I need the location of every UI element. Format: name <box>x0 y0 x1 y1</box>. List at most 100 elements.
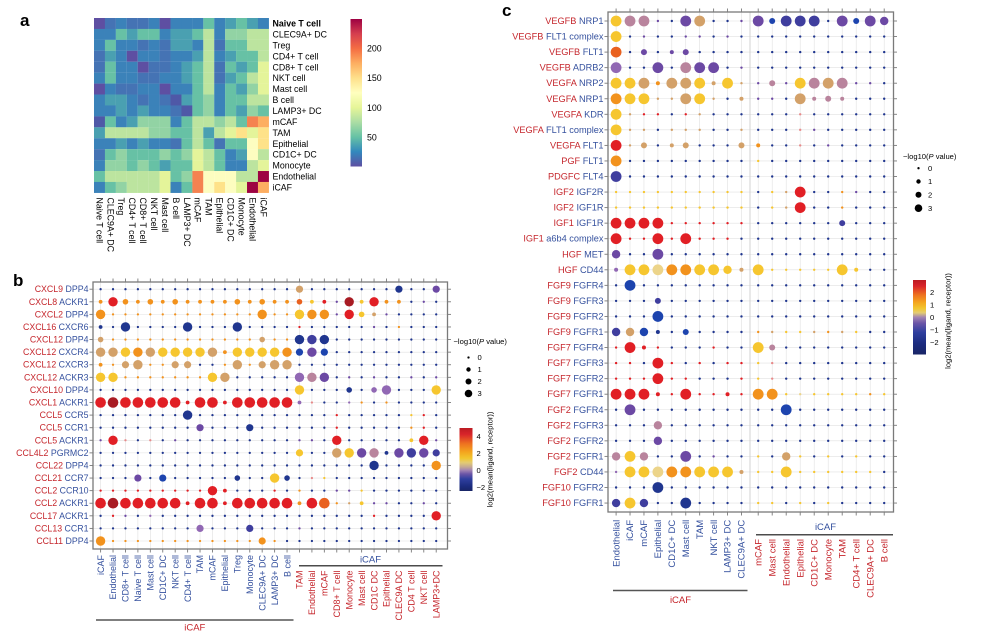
svg-text:1: 1 <box>928 177 932 186</box>
svg-text:CCL5 CCR5: CCL5 CCR5 <box>40 410 89 420</box>
svg-text:CD4+ T cell: CD4+ T cell <box>273 51 319 61</box>
svg-text:−2: −2 <box>930 338 939 347</box>
svg-text:TAM: TAM <box>695 520 706 539</box>
svg-text:Endothelial: Endothelial <box>247 198 257 242</box>
svg-text:CD1C+ DC: CD1C+ DC <box>226 198 236 243</box>
svg-text:CCL4L2 PGRMC2: CCL4L2 PGRMC2 <box>16 448 88 458</box>
svg-text:FGF7 FGFR3: FGF7 FGFR3 <box>547 358 603 368</box>
svg-text:TAM: TAM <box>295 571 305 589</box>
svg-text:3: 3 <box>478 389 482 398</box>
svg-text:IGF1 a6b4 complex: IGF1 a6b4 complex <box>523 234 604 244</box>
svg-text:Naive T cell: Naive T cell <box>133 555 143 602</box>
svg-text:CCL22 DPP4: CCL22 DPP4 <box>36 460 89 470</box>
svg-text:CCL21 CCR7: CCL21 CCR7 <box>35 473 89 483</box>
svg-text:TAM: TAM <box>195 555 205 573</box>
svg-text:Epithelial: Epithelial <box>795 539 806 578</box>
svg-text:FGF7 FGFR2: FGF7 FGFR2 <box>547 374 603 384</box>
svg-text:CCL17 ACKR1: CCL17 ACKR1 <box>30 511 89 521</box>
svg-text:Mast cell: Mast cell <box>273 84 308 94</box>
svg-text:0: 0 <box>930 313 934 322</box>
svg-text:CLEC9A+ DC: CLEC9A+ DC <box>257 555 267 611</box>
svg-text:Naive T cell: Naive T cell <box>273 19 321 29</box>
svg-text:Mast cell: Mast cell <box>767 539 778 576</box>
svg-text:iCAF: iCAF <box>670 595 691 606</box>
svg-text:TAM: TAM <box>273 128 291 138</box>
svg-text:2: 2 <box>478 377 482 386</box>
svg-text:CLEC9A+ DC: CLEC9A+ DC <box>865 539 876 598</box>
svg-text:CD4+ T cell: CD4+ T cell <box>183 555 193 602</box>
svg-text:mCAF: mCAF <box>753 539 764 566</box>
svg-text:FGF10 FGFR1: FGF10 FGFR1 <box>542 498 603 508</box>
svg-text:NKT cell: NKT cell <box>273 73 306 83</box>
svg-text:CD4+ T cell: CD4+ T cell <box>127 198 137 244</box>
svg-text:Endothelial: Endothelial <box>108 555 118 600</box>
svg-text:Treg: Treg <box>233 555 243 573</box>
svg-text:LAMP3+ DC: LAMP3+ DC <box>270 555 280 606</box>
svg-text:CD4+ T cell: CD4+ T cell <box>851 539 862 589</box>
svg-text:LAMP3+ DC: LAMP3+ DC <box>723 520 734 573</box>
svg-text:iCAF: iCAF <box>273 183 293 193</box>
svg-text:iCAF: iCAF <box>184 623 205 634</box>
svg-text:FGF2 CD44: FGF2 CD44 <box>554 467 604 477</box>
svg-text:−2: −2 <box>477 483 486 492</box>
svg-text:mCAF: mCAF <box>208 555 218 581</box>
svg-text:3: 3 <box>928 204 932 213</box>
svg-text:−log10(P value): −log10(P value) <box>903 152 957 161</box>
svg-text:CXCL10 DPP4: CXCL10 DPP4 <box>30 385 89 395</box>
svg-text:0: 0 <box>478 353 482 362</box>
svg-text:CD1C+ DC: CD1C+ DC <box>158 555 168 601</box>
svg-text:2: 2 <box>928 190 932 199</box>
svg-text:a: a <box>20 11 30 30</box>
svg-text:−1: −1 <box>930 325 939 334</box>
svg-text:IGF2 IGF2R: IGF2 IGF2R <box>553 187 603 197</box>
svg-text:CCL5 ACKR1: CCL5 ACKR1 <box>35 435 89 445</box>
svg-text:log2(mean(ligand, receptor)): log2(mean(ligand, receptor)) <box>944 273 953 369</box>
svg-text:VEGFA FLT1 complex: VEGFA FLT1 complex <box>513 125 604 135</box>
svg-text:Monocyte: Monocyte <box>344 571 354 610</box>
svg-text:CD8+ T cell: CD8+ T cell <box>273 62 319 72</box>
svg-text:CCL11 DPP4: CCL11 DPP4 <box>36 536 88 546</box>
svg-text:b: b <box>13 271 23 290</box>
svg-text:Endothelial: Endothelial <box>307 571 317 616</box>
svg-text:Treg: Treg <box>273 40 291 50</box>
svg-text:FGF2 FGFR3: FGF2 FGFR3 <box>547 420 603 430</box>
svg-text:CXCL2 DPP4: CXCL2 DPP4 <box>35 309 89 319</box>
svg-text:IGF2 IGF1R: IGF2 IGF1R <box>553 203 603 213</box>
svg-text:CCL2 CCR10: CCL2 CCR10 <box>35 486 89 496</box>
svg-text:1: 1 <box>930 300 934 309</box>
svg-text:1: 1 <box>478 365 482 374</box>
svg-text:Epithelial: Epithelial <box>382 571 392 608</box>
svg-text:CD4 T cell: CD4 T cell <box>407 571 417 613</box>
svg-text:B cell: B cell <box>273 95 295 105</box>
svg-text:Monocyte: Monocyte <box>236 198 246 236</box>
svg-text:FGF7 FGFR4: FGF7 FGFR4 <box>547 343 603 353</box>
svg-text:Epithelial: Epithelial <box>215 198 225 234</box>
svg-text:Endothelial: Endothelial <box>781 539 792 586</box>
svg-text:VEGFA FLT1: VEGFA FLT1 <box>550 140 603 150</box>
svg-text:LAMP3+ DC: LAMP3+ DC <box>273 106 323 116</box>
svg-text:Mast cell: Mast cell <box>146 555 156 591</box>
svg-text:Monocyte: Monocyte <box>273 161 311 171</box>
svg-text:CD8+ T cell: CD8+ T cell <box>121 555 131 602</box>
svg-text:CCL2 ACKR1: CCL2 ACKR1 <box>35 498 89 508</box>
svg-text:Epithelial: Epithelial <box>273 139 309 149</box>
svg-text:CD8+ T cell: CD8+ T cell <box>332 571 342 618</box>
svg-text:VEGFB FLT1 complex: VEGFB FLT1 complex <box>512 32 604 42</box>
svg-text:FGF9 FGFR3: FGF9 FGFR3 <box>547 296 603 306</box>
svg-text:0: 0 <box>477 466 481 475</box>
svg-text:CLEC9A+ DC: CLEC9A+ DC <box>737 520 748 579</box>
svg-text:FGF2 FGFR1: FGF2 FGFR1 <box>547 451 603 461</box>
svg-text:50: 50 <box>367 132 377 142</box>
svg-text:mCAF: mCAF <box>273 117 299 127</box>
svg-text:Monocyte: Monocyte <box>823 539 834 580</box>
svg-text:Monocyte: Monocyte <box>245 555 255 594</box>
svg-text:PGF FLT1: PGF FLT1 <box>561 156 603 166</box>
svg-text:CXCL9 DPP4: CXCL9 DPP4 <box>35 284 89 294</box>
svg-text:mCAF: mCAF <box>639 520 650 547</box>
svg-text:CXCL12 ACKR3: CXCL12 ACKR3 <box>24 372 89 382</box>
svg-text:Endothelial: Endothelial <box>273 172 317 182</box>
svg-text:FGF7 FGFR1: FGF7 FGFR1 <box>547 389 603 399</box>
svg-text:CLEC9A DC: CLEC9A DC <box>394 570 404 621</box>
svg-text:CCL5 CCR1: CCL5 CCR1 <box>40 423 89 433</box>
svg-text:iCAF: iCAF <box>625 520 636 541</box>
